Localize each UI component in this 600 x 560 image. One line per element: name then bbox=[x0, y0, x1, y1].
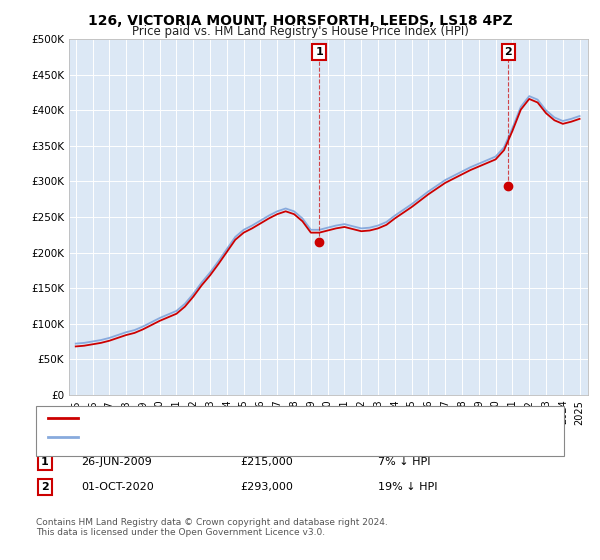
Text: 2: 2 bbox=[505, 47, 512, 57]
Text: Price paid vs. HM Land Registry's House Price Index (HPI): Price paid vs. HM Land Registry's House … bbox=[131, 25, 469, 38]
Text: 1: 1 bbox=[41, 457, 49, 467]
Text: 7% ↓ HPI: 7% ↓ HPI bbox=[378, 457, 431, 467]
Text: 26-JUN-2009: 26-JUN-2009 bbox=[81, 457, 152, 467]
Text: 2: 2 bbox=[41, 482, 49, 492]
Text: £293,000: £293,000 bbox=[240, 482, 293, 492]
Text: Contains HM Land Registry data © Crown copyright and database right 2024.
This d: Contains HM Land Registry data © Crown c… bbox=[36, 518, 388, 538]
Text: 01-OCT-2020: 01-OCT-2020 bbox=[81, 482, 154, 492]
Text: 19% ↓ HPI: 19% ↓ HPI bbox=[378, 482, 437, 492]
Text: 1: 1 bbox=[315, 47, 323, 57]
Text: 126, VICTORIA MOUNT, HORSFORTH, LEEDS, LS18 4PZ: 126, VICTORIA MOUNT, HORSFORTH, LEEDS, L… bbox=[88, 14, 512, 28]
Text: £215,000: £215,000 bbox=[240, 457, 293, 467]
Text: 126, VICTORIA MOUNT, HORSFORTH, LEEDS, LS18 4PZ (detached house): 126, VICTORIA MOUNT, HORSFORTH, LEEDS, L… bbox=[81, 413, 460, 423]
Text: HPI: Average price, detached house, Leeds: HPI: Average price, detached house, Leed… bbox=[81, 432, 304, 442]
